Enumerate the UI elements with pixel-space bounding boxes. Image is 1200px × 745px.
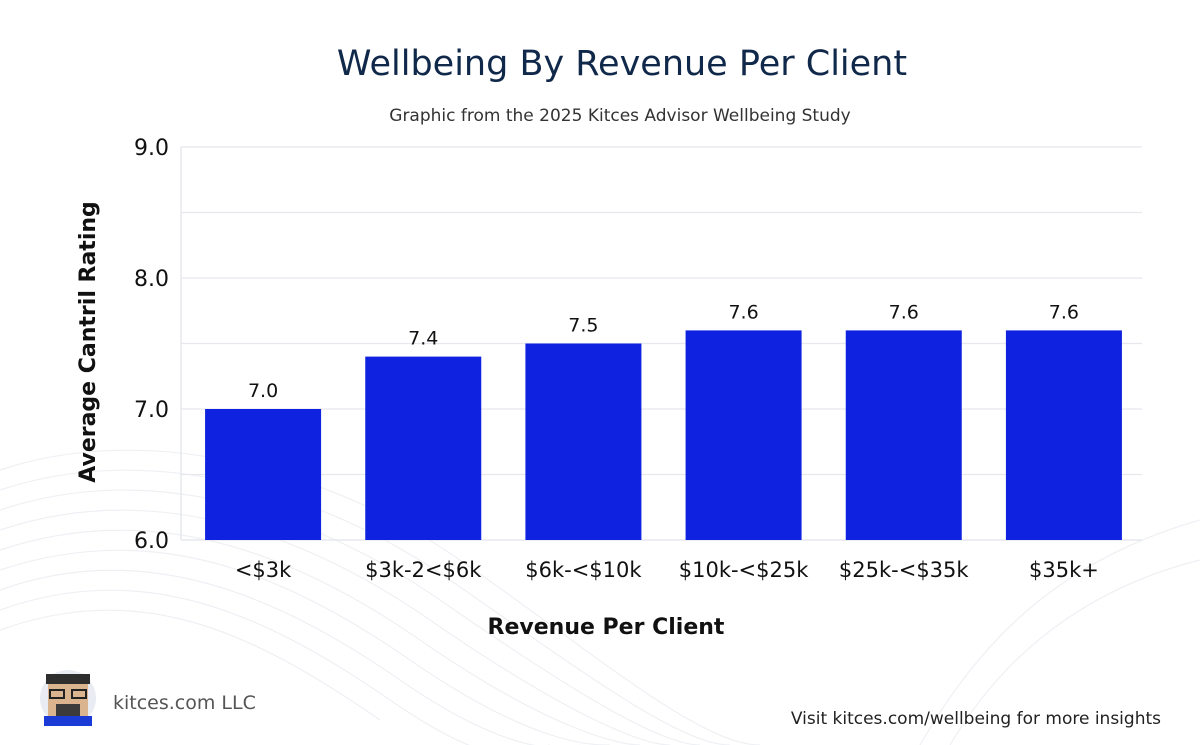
x-tick-label: <$3k	[235, 558, 292, 582]
x-tick-label: $25k-<$35k	[839, 558, 969, 582]
x-tick-label: $6k-<$10k	[525, 558, 642, 582]
x-tick-labels: <$3k $3k-2<$6k $6k-<$10k $10k-<$25k $25k-<$3…	[235, 558, 1099, 582]
footer-cta: Visit kitces.com/wellbeing for more insi…	[791, 709, 1161, 729]
bar	[365, 356, 482, 540]
data-label: 7.6	[1049, 301, 1079, 323]
data-labels: 7.0 7.4 7.5 7.6 7.6 7.6	[248, 301, 1079, 402]
y-tick-labels: 6.0 7.0 8.0 9.0	[134, 136, 169, 554]
x-tick-label: $35k+	[1029, 558, 1099, 582]
y-tick-label: 9.0	[134, 136, 169, 161]
background-waves	[0, 449, 1200, 745]
gridlines	[181, 146, 1142, 476]
avatar-logo	[40, 670, 96, 726]
footer-brand: kitces.com LLC	[113, 692, 256, 714]
bar	[685, 330, 802, 540]
data-label: 7.0	[248, 380, 278, 402]
y-tick-label: 6.0	[134, 529, 169, 554]
x-tick-label: $3k-2<$6k	[365, 558, 482, 582]
bar	[845, 330, 962, 540]
x-axis-label: Revenue Per Client	[488, 615, 725, 640]
data-label: 7.6	[889, 301, 919, 323]
y-tick-label: 8.0	[134, 267, 169, 292]
bar	[525, 343, 642, 540]
bar	[205, 409, 322, 540]
data-label: 7.5	[568, 315, 598, 337]
bars	[205, 330, 1122, 540]
y-tick-label: 7.0	[134, 398, 169, 423]
chart-title: Wellbeing By Revenue Per Client	[337, 44, 907, 84]
bar	[1005, 330, 1122, 540]
y-axis-label: Average Cantril Rating	[76, 201, 101, 483]
x-tick-label: $10k-<$25k	[679, 558, 809, 582]
data-label: 7.4	[408, 328, 438, 350]
chart-subtitle: Graphic from the 2025 Kitces Advisor Wel…	[389, 106, 850, 126]
data-label: 7.6	[728, 301, 758, 323]
